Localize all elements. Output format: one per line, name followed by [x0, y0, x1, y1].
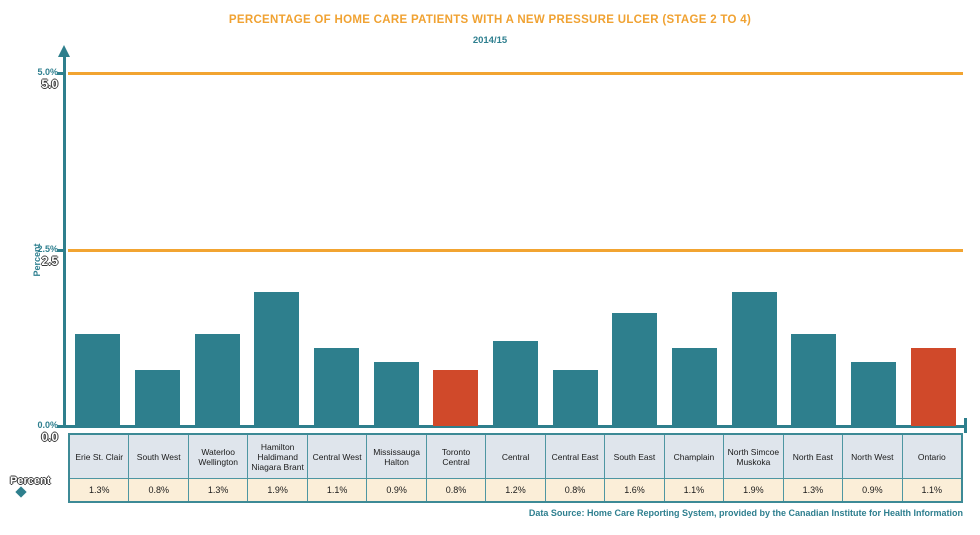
y-axis-tick-mark — [57, 72, 65, 75]
table-column: South East 1.6% — [604, 435, 664, 501]
table-header-cell: Central East — [545, 435, 605, 479]
table-header-cell: Mississauga Halton — [367, 435, 426, 479]
table-column: Mississauga Halton 0.9% — [366, 435, 426, 501]
bar-north-west — [851, 362, 896, 426]
bar-central-east — [552, 369, 598, 426]
table-header-cell: Champlain — [664, 435, 724, 479]
table-column: Central West 1.1% — [306, 435, 367, 501]
bar-south-east — [612, 313, 658, 426]
table-column: Toronto Central 0.8% — [425, 435, 486, 501]
bar-waterloo-wellington — [194, 334, 240, 426]
y-axis-arrow-icon — [58, 45, 70, 57]
bar-ontario — [910, 348, 956, 426]
table-value-cell: 1.9% — [724, 479, 783, 501]
table-header-cell: South West — [129, 435, 188, 479]
bar-central-west — [314, 348, 359, 426]
bar-south-west — [135, 369, 180, 426]
table-header-cell: Toronto Central — [426, 435, 486, 479]
data-table: Erie St. Clair 1.3% South West 0.8% Waterloo… — [68, 433, 963, 503]
table-header-cell: North East — [783, 435, 843, 479]
x-axis-end-cap — [964, 418, 967, 433]
table-header-cell: Central — [486, 435, 545, 479]
table-value-cell: 1.1% — [902, 479, 962, 501]
bar-central — [493, 341, 538, 426]
table-column: Erie St. Clair 1.3% — [70, 435, 129, 501]
table-column: Ontario 1.1% — [901, 435, 962, 501]
table-header-cell: Hamilton Haldimand Niagara Brant — [248, 435, 307, 479]
table-value-cell: 0.8% — [129, 479, 188, 501]
table-value-cell: 0.9% — [843, 479, 902, 501]
table-value-cell: 1.1% — [664, 479, 724, 501]
bar-north-simcoe-muskoka — [731, 291, 777, 426]
bar-erie-st-clair — [75, 334, 121, 426]
table-column: North East 1.3% — [782, 435, 843, 501]
bar-mississauga-halton — [373, 362, 419, 426]
table-header-cell: Waterloo Wellington — [188, 435, 248, 479]
bar-champlain — [672, 348, 717, 426]
chart-subtitle: 2014/15 — [472, 35, 508, 46]
table-value-cell: 1.2% — [486, 479, 545, 501]
y-axis-tick-label-bold: 2.5 — [41, 253, 58, 268]
table-value-cell: 1.3% — [188, 479, 248, 501]
y-axis-tick-label-bold: 0.0 — [41, 430, 58, 444]
y-axis-line — [63, 56, 66, 428]
x-axis-line — [63, 425, 966, 428]
table-value-cell: 0.9% — [367, 479, 426, 501]
table-header-cell: Central West — [307, 435, 367, 479]
table-value-cell: 1.3% — [783, 479, 843, 501]
table-value-cell: 0.8% — [426, 479, 486, 501]
table-header-cell: North West — [843, 435, 902, 479]
table-header-cell: South East — [605, 435, 664, 479]
bar-north-east — [791, 334, 837, 426]
y-axis-tick-label: 2.5% — [37, 243, 58, 254]
legend-diamond-icon — [15, 486, 27, 498]
table-header-cell: North Simcoe Muskoka — [724, 435, 783, 479]
table-column: Central 1.2% — [485, 435, 545, 501]
table-column: Central East 0.8% — [544, 435, 605, 501]
table-column: South West 0.8% — [128, 435, 188, 501]
table-column: North West 0.9% — [842, 435, 902, 501]
chart-title: PERCENTAGE OF HOME CARE PATIENTS WITH A … — [228, 14, 752, 26]
table-value-cell: 0.8% — [545, 479, 605, 501]
table-column: Champlain 1.1% — [663, 435, 724, 501]
data-source-note: Data Source: Home Care Reporting System,… — [528, 508, 963, 518]
bar-toronto-central — [433, 369, 479, 426]
table-value-cell: 1.3% — [70, 479, 129, 501]
table-header-cell: Ontario — [902, 435, 962, 479]
y-axis-tick-label: 5.0% — [37, 67, 58, 77]
table-header-cell: Erie St. Clair — [70, 435, 129, 479]
bar-hamilton-haldimand-niagara-brant — [254, 291, 300, 426]
y-axis-tick-label-bold: 5.0 — [41, 77, 58, 91]
table-value-cell: 1.1% — [307, 479, 367, 501]
table-column: Waterloo Wellington 1.3% — [187, 435, 248, 501]
legend-label: Percent — [10, 475, 51, 487]
table-value-cell: 1.6% — [605, 479, 664, 501]
table-value-cell: 1.9% — [248, 479, 307, 501]
reference-line — [68, 72, 963, 75]
y-axis-tick-mark — [57, 248, 65, 252]
y-axis-tick-mark — [57, 425, 65, 428]
y-axis-title: Percent — [32, 243, 42, 277]
y-axis-tick-label: 0.0% — [37, 420, 58, 430]
reference-line — [68, 248, 963, 252]
table-column: North Simcoe Muskoka 1.9% — [723, 435, 783, 501]
table-column: Hamilton Haldimand Niagara Brant 1.9% — [247, 435, 307, 501]
